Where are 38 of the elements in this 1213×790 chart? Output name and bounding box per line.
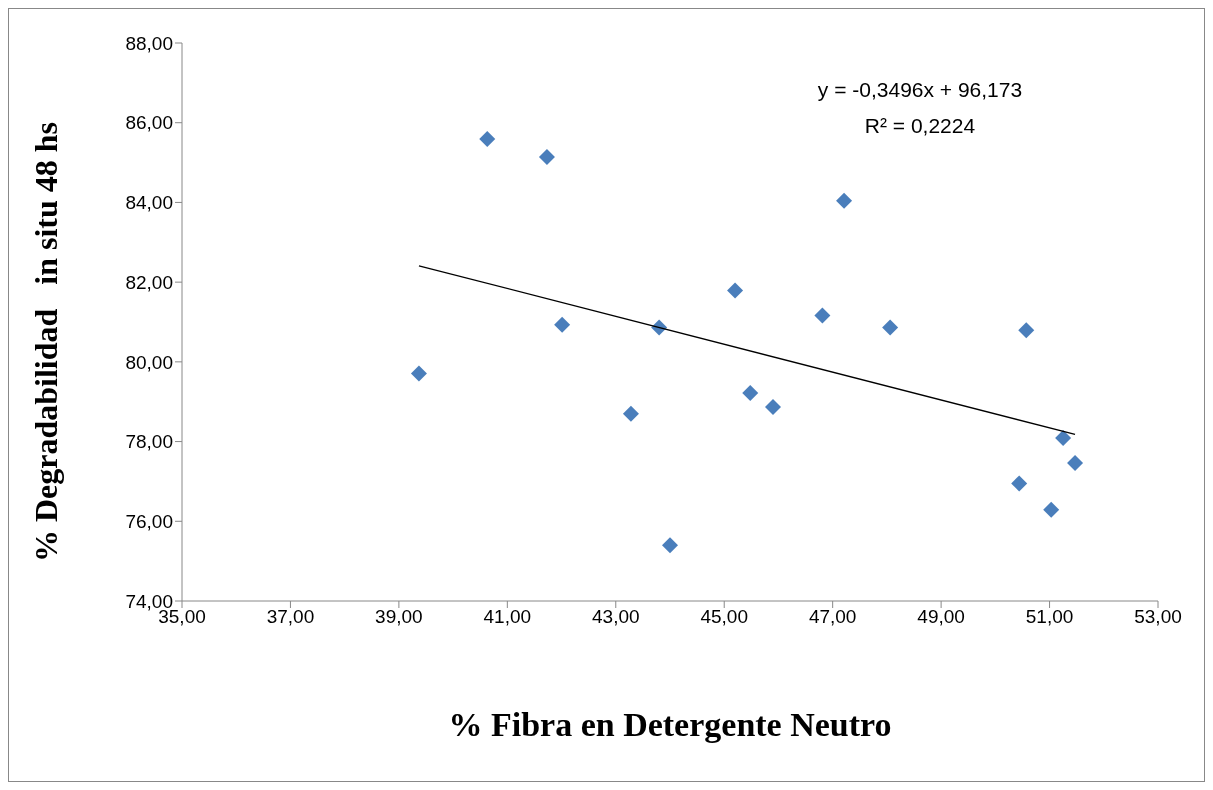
point bbox=[1055, 429, 1072, 446]
annotation: R² = 0,2224 bbox=[863, 113, 977, 139]
x-tick-label: 41,00 bbox=[483, 606, 532, 628]
x-tick-label: 51,00 bbox=[1025, 606, 1074, 628]
y-axis-title: % Degradabilidad in situ 48 hs bbox=[28, 120, 65, 565]
x-tick-label: 39,00 bbox=[375, 606, 423, 628]
x-tick-label: 53,00 bbox=[1134, 606, 1182, 628]
point bbox=[554, 316, 571, 333]
y-tick-label: 74,00 bbox=[125, 590, 173, 612]
y-tick-label: 76,00 bbox=[125, 511, 173, 533]
x-tick-label: 45,00 bbox=[700, 606, 748, 628]
point bbox=[1067, 455, 1084, 472]
x-tick-label: 47,00 bbox=[808, 606, 857, 628]
point bbox=[479, 131, 496, 148]
point bbox=[836, 192, 853, 209]
x-tick-label: 37,00 bbox=[266, 606, 315, 628]
y-tick-label: 82,00 bbox=[125, 271, 173, 293]
x-tick-label: 49,00 bbox=[917, 606, 965, 628]
point bbox=[727, 282, 744, 299]
point bbox=[1018, 322, 1035, 339]
point bbox=[1043, 501, 1060, 518]
annotation: y = -0,3496x + 96,173 bbox=[816, 77, 1024, 103]
point bbox=[1011, 475, 1028, 492]
point bbox=[410, 365, 427, 382]
x-tick-label: 43,00 bbox=[592, 606, 640, 628]
y-tick-label: 80,00 bbox=[125, 351, 173, 373]
x-axis-title: % Fibra en Detergente Neutro bbox=[447, 706, 893, 744]
point bbox=[742, 384, 759, 401]
point bbox=[662, 537, 678, 554]
point bbox=[882, 319, 899, 336]
y-tick-label: 78,00 bbox=[125, 431, 173, 453]
point bbox=[622, 405, 639, 422]
y-tick-label: 88,00 bbox=[125, 32, 173, 54]
y-tick-label: 84,00 bbox=[125, 192, 173, 214]
point bbox=[538, 148, 555, 165]
point bbox=[765, 398, 782, 415]
y-tick-label: 86,00 bbox=[125, 112, 173, 134]
point bbox=[814, 307, 831, 324]
